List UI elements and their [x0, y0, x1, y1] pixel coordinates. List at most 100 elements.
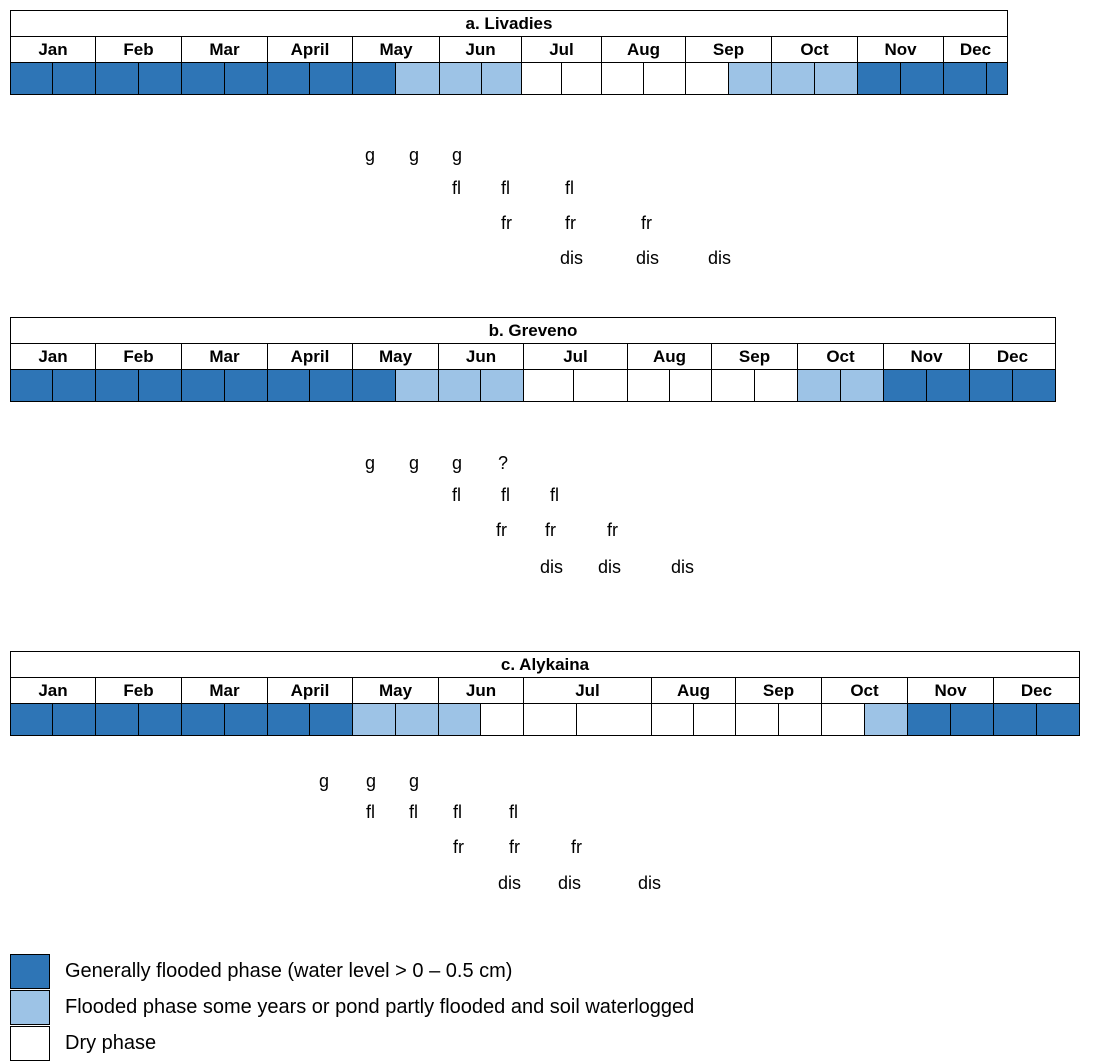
month-header: Jul — [523, 677, 652, 704]
month-header: Nov — [857, 36, 944, 63]
stage-label: g — [366, 771, 377, 791]
phase-cell-full — [95, 703, 139, 736]
stage-label: g — [452, 145, 463, 165]
panel-title: a. Livadies — [10, 10, 1008, 37]
phase-cell-full — [857, 62, 901, 95]
phase-cell-full — [267, 369, 310, 402]
stage-label: g — [409, 453, 420, 473]
stage-label: fr — [453, 837, 464, 857]
phase-cell-dry — [711, 369, 755, 402]
phase-cell-full — [950, 703, 994, 736]
month-header: May — [352, 36, 440, 63]
month-header: Jul — [523, 343, 628, 370]
phase-cell-dry — [669, 369, 712, 402]
phase-cell-part — [864, 703, 908, 736]
phase-cell-full — [95, 369, 139, 402]
phase-cell-full — [52, 62, 96, 95]
panel-livadies: a. Livadies Jan Feb Mar April May Jun Ju… — [10, 10, 1008, 95]
month-header: April — [267, 343, 353, 370]
phase-cell-full — [352, 62, 396, 95]
phase-cell-full — [95, 62, 139, 95]
month-header: Feb — [95, 36, 182, 63]
month-header: Mar — [181, 677, 268, 704]
panel-alykaina: c. Alykaina Jan Feb Mar April May Jun Ju… — [10, 651, 1080, 736]
stage-label: ? — [498, 453, 509, 473]
stage-label: fl — [501, 178, 510, 198]
month-header: Jun — [438, 677, 524, 704]
stage-label: fl — [509, 802, 518, 822]
phase-row — [10, 62, 1008, 95]
stage-label: dis — [558, 873, 582, 893]
phase-cell-full — [10, 62, 53, 95]
phase-cell-dry — [651, 703, 694, 736]
phase-cell-full — [986, 62, 1008, 95]
phase-row — [10, 703, 1080, 736]
stage-label: fl — [452, 485, 461, 505]
phase-cell-dry — [735, 703, 779, 736]
month-header: Nov — [883, 343, 970, 370]
panel-title: b. Greveno — [10, 317, 1056, 344]
legend-item-partly-flooded: Flooded phase some years or pond partly … — [10, 990, 1090, 1026]
phase-cell-full — [224, 369, 268, 402]
phase-cell-part — [352, 703, 396, 736]
phase-cell-dry — [480, 703, 524, 736]
phase-cell-full — [267, 62, 310, 95]
month-header: Dec — [943, 36, 1008, 63]
phase-cell-full — [900, 62, 944, 95]
month-header: Oct — [797, 343, 884, 370]
stage-label: fl — [453, 802, 462, 822]
stage-label: fr — [501, 213, 512, 233]
phase-cell-part — [395, 369, 439, 402]
phase-cell-full — [181, 369, 225, 402]
stage-label: dis — [498, 873, 522, 893]
month-header: Feb — [95, 343, 182, 370]
phase-cell-full — [309, 369, 353, 402]
phase-cell-full — [138, 369, 182, 402]
panel-greveno: b. Greveno Jan Feb Mar April May Jun Jul… — [10, 317, 1056, 402]
phase-cell-full — [926, 369, 970, 402]
phase-cell-dry — [754, 369, 798, 402]
month-header: Aug — [601, 36, 686, 63]
phase-cell-full — [309, 703, 353, 736]
month-header: Sep — [735, 677, 822, 704]
legend-item-generally-flooded: Generally flooded phase (water level > 0… — [10, 954, 1090, 990]
month-header: Sep — [711, 343, 798, 370]
stage-label: g — [365, 145, 376, 165]
phase-cell-dry — [521, 62, 562, 95]
month-header: Sep — [685, 36, 772, 63]
legend-label: Generally flooded phase (water level > 0… — [65, 960, 513, 982]
month-header: May — [352, 343, 439, 370]
month-header: Mar — [181, 343, 268, 370]
panel-title: c. Alykaina — [10, 651, 1080, 678]
stage-label: fr — [496, 520, 507, 540]
stage-label: fr — [565, 213, 576, 233]
phase-cell-dry — [573, 369, 628, 402]
phase-cell-dry — [627, 369, 670, 402]
phase-cell-part — [814, 62, 858, 95]
stage-label: fl — [366, 802, 375, 822]
legend-swatch — [10, 954, 50, 989]
stage-label: g — [452, 453, 463, 473]
month-header: Jan — [10, 343, 96, 370]
stage-label: fr — [571, 837, 582, 857]
stage-label: fl — [501, 485, 510, 505]
stage-label: fr — [545, 520, 556, 540]
legend-swatch — [10, 990, 50, 1025]
phase-cell-part — [480, 369, 524, 402]
phase-cell-full — [181, 703, 225, 736]
phase-cell-part — [395, 703, 439, 736]
month-header: Mar — [181, 36, 268, 63]
phase-cell-dry — [523, 703, 577, 736]
month-header: Dec — [969, 343, 1056, 370]
stage-label: dis — [598, 557, 622, 577]
stage-label: g — [319, 771, 330, 791]
stage-label: fr — [509, 837, 520, 857]
phase-cell-dry — [576, 703, 652, 736]
phase-cell-part — [438, 703, 481, 736]
phase-cell-dry — [601, 62, 644, 95]
phase-cell-full — [224, 703, 268, 736]
phase-cell-full — [10, 369, 53, 402]
month-header: Aug — [627, 343, 712, 370]
phase-cell-part — [840, 369, 884, 402]
